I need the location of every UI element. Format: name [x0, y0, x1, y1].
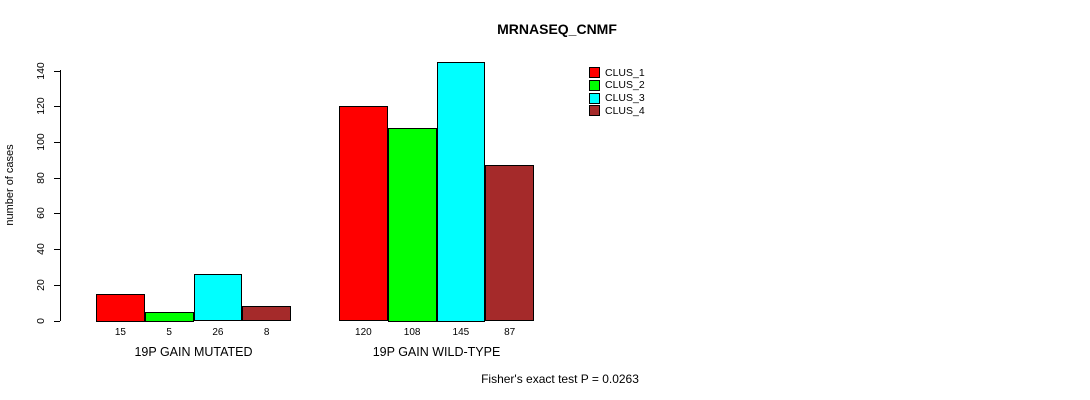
y-tick: [54, 213, 60, 214]
y-tick: [54, 285, 60, 286]
y-tick-label: 100: [35, 133, 47, 151]
y-tick: [54, 106, 60, 107]
bar-clus_1: [339, 106, 388, 321]
bar-clus_2: [388, 128, 437, 322]
y-tick: [54, 142, 60, 143]
legend-label-clus_4: CLUS_4: [605, 104, 645, 117]
y-tick: [54, 178, 60, 179]
y-tick-label: 20: [35, 278, 47, 291]
bar-value-label: 26: [212, 327, 224, 338]
y-tick: [54, 71, 60, 72]
bar-clus_1: [96, 294, 145, 322]
bar-clus_3: [194, 274, 242, 321]
y-tick-label: 140: [35, 61, 47, 80]
legend-label-clus_2: CLUS_2: [605, 79, 645, 92]
bar-value-label: 145: [452, 327, 470, 338]
category-label: 19P GAIN WILD-TYPE: [372, 345, 501, 359]
category-label: 19P GAIN MUTATED: [134, 345, 253, 359]
y-tick-label: 60: [35, 207, 47, 220]
y-tick-label: 40: [35, 243, 47, 255]
y-tick-label: 80: [35, 171, 47, 184]
bar-value-label: 87: [504, 327, 516, 338]
y-tick: [54, 321, 60, 322]
legend-swatch-clus_1: [589, 67, 600, 78]
legend-swatch-clus_2: [589, 80, 600, 91]
bar-value-label: 5: [166, 327, 172, 338]
bar-value-label: 8: [263, 327, 270, 338]
annotation-text: Fisher's exact test P = 0.0263: [481, 372, 639, 386]
y-tick-label: 120: [35, 97, 47, 115]
bar-value-label: 120: [355, 327, 372, 338]
legend-swatch-clus_4: [589, 105, 600, 116]
legend-label-clus_3: CLUS_3: [605, 92, 645, 105]
bar-clus_4: [242, 306, 291, 321]
y-tick: [54, 249, 60, 250]
y-axis-line: [60, 70, 61, 321]
bar-clus_3: [437, 62, 485, 322]
bar-value-label: 15: [114, 327, 126, 338]
bar-clus_4: [485, 165, 534, 321]
legend-swatch-clus_3: [589, 93, 600, 104]
bar-value-label: 108: [403, 327, 421, 338]
y-tick-label: 0: [35, 317, 47, 324]
legend-label-clus_1: CLUS_1: [605, 66, 645, 79]
bar-clus_2: [145, 312, 194, 322]
chart-title: MRNASEQ_CNMF: [497, 21, 617, 37]
y-axis-label: number of cases: [4, 144, 16, 226]
